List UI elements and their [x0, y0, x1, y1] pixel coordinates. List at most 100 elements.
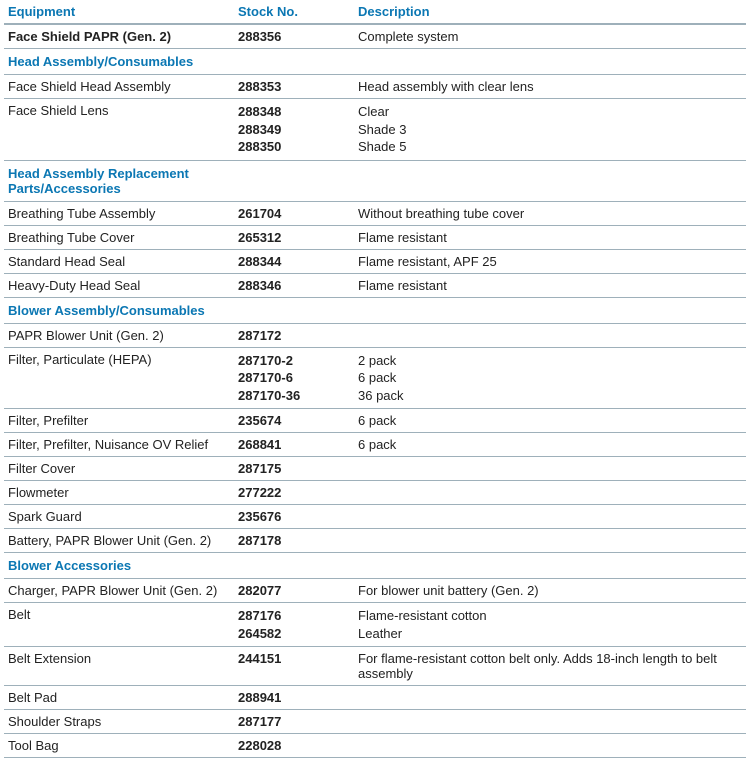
cell-equipment: Belt Pad: [4, 686, 234, 710]
cell-description: [354, 686, 746, 710]
table-row: Flowmeter277222: [4, 481, 746, 505]
cell-equipment: Heavy-Duty Head Seal: [4, 273, 234, 297]
cell-stock: 288353: [234, 75, 354, 99]
cell-equipment: Filter, Prefilter, Nuisance OV Relief: [4, 433, 234, 457]
table-row: Breathing Tube Cover265312Flame resistan…: [4, 225, 746, 249]
cell-stock: 287178: [234, 529, 354, 553]
table-row: Face Shield PAPR (Gen. 2)288356Complete …: [4, 24, 746, 49]
table-row: Filter, Prefilter, Nuisance OV Relief268…: [4, 433, 746, 457]
cell-equipment: Blower Accessories: [4, 553, 234, 579]
cell-description: [354, 457, 746, 481]
cell-stock: 287177: [234, 710, 354, 734]
cell-description: Flame resistant, APF 25: [354, 249, 746, 273]
cell-description: [354, 323, 746, 347]
table-header-row: Equipment Stock No. Description: [4, 0, 746, 24]
table-row: Charger, PAPR Blower Unit (Gen. 2)282077…: [4, 579, 746, 603]
cell-description: [354, 160, 746, 201]
cell-equipment: Flowmeter: [4, 481, 234, 505]
cell-equipment: Face Shield Lens: [4, 99, 234, 161]
cell-equipment: Breathing Tube Assembly: [4, 201, 234, 225]
cell-equipment: Filter Cover: [4, 457, 234, 481]
cell-stock: [234, 160, 354, 201]
cell-stock: 268841: [234, 433, 354, 457]
cell-description: [354, 49, 746, 75]
cell-stock: 287176264582: [234, 603, 354, 647]
cell-equipment: Face Shield PAPR (Gen. 2): [4, 24, 234, 49]
cell-stock: 277222: [234, 481, 354, 505]
cell-description: Without breathing tube cover: [354, 201, 746, 225]
equipment-table: Equipment Stock No. Description Face Shi…: [4, 0, 746, 758]
cell-stock: 282077: [234, 579, 354, 603]
table-row: Belt Extension244151For flame-resistant …: [4, 647, 746, 686]
cell-description: [354, 505, 746, 529]
section-row: Blower Assembly/Consumables: [4, 297, 746, 323]
cell-equipment: Spark Guard: [4, 505, 234, 529]
cell-stock: 261704: [234, 201, 354, 225]
cell-equipment: Shoulder Straps: [4, 710, 234, 734]
cell-stock: 235674: [234, 409, 354, 433]
cell-stock: 288346: [234, 273, 354, 297]
table-row: Face Shield Lens288348288349288350ClearS…: [4, 99, 746, 161]
table-row: Heavy-Duty Head Seal288346Flame resistan…: [4, 273, 746, 297]
cell-description: [354, 734, 746, 758]
table-row: Filter Cover287175: [4, 457, 746, 481]
table-row: Spark Guard235676: [4, 505, 746, 529]
cell-equipment: Head Assembly/Consumables: [4, 49, 234, 75]
cell-stock: 228028: [234, 734, 354, 758]
equipment-table-container: Equipment Stock No. Description Face Shi…: [0, 0, 750, 758]
cell-description: 2 pack6 pack36 pack: [354, 347, 746, 409]
col-equipment: Equipment: [4, 0, 234, 24]
cell-stock: 287172: [234, 323, 354, 347]
cell-equipment: Belt: [4, 603, 234, 647]
col-description: Description: [354, 0, 746, 24]
cell-description: Flame resistant: [354, 225, 746, 249]
cell-equipment: PAPR Blower Unit (Gen. 2): [4, 323, 234, 347]
cell-equipment: Breathing Tube Cover: [4, 225, 234, 249]
section-row: Head Assembly/Consumables: [4, 49, 746, 75]
cell-equipment: Belt Extension: [4, 647, 234, 686]
table-row: Face Shield Head Assembly288353Head asse…: [4, 75, 746, 99]
cell-equipment: Head Assembly Replacement Parts/Accessor…: [4, 160, 234, 201]
table-row: Filter, Particulate (HEPA)287170-2287170…: [4, 347, 746, 409]
cell-equipment: Blower Assembly/Consumables: [4, 297, 234, 323]
table-row: Belt Pad288941: [4, 686, 746, 710]
cell-description: Flame-resistant cottonLeather: [354, 603, 746, 647]
table-row: Battery, PAPR Blower Unit (Gen. 2)287178: [4, 529, 746, 553]
cell-description: 6 pack: [354, 409, 746, 433]
cell-description: [354, 710, 746, 734]
cell-stock: 288348288349288350: [234, 99, 354, 161]
table-row: Shoulder Straps287177: [4, 710, 746, 734]
cell-equipment: Charger, PAPR Blower Unit (Gen. 2): [4, 579, 234, 603]
cell-description: 6 pack: [354, 433, 746, 457]
cell-stock: 287170-2287170-6287170-36: [234, 347, 354, 409]
cell-stock: [234, 297, 354, 323]
cell-stock: [234, 553, 354, 579]
cell-description: [354, 529, 746, 553]
table-row: Breathing Tube Assembly261704Without bre…: [4, 201, 746, 225]
section-row: Head Assembly Replacement Parts/Accessor…: [4, 160, 746, 201]
table-row: PAPR Blower Unit (Gen. 2)287172: [4, 323, 746, 347]
cell-description: For blower unit battery (Gen. 2): [354, 579, 746, 603]
cell-stock: 288356: [234, 24, 354, 49]
cell-description: Flame resistant: [354, 273, 746, 297]
section-row: Blower Accessories: [4, 553, 746, 579]
cell-equipment: Tool Bag: [4, 734, 234, 758]
cell-description: Complete system: [354, 24, 746, 49]
table-row: Tool Bag228028: [4, 734, 746, 758]
cell-equipment: Filter, Particulate (HEPA): [4, 347, 234, 409]
cell-equipment: Battery, PAPR Blower Unit (Gen. 2): [4, 529, 234, 553]
cell-equipment: Filter, Prefilter: [4, 409, 234, 433]
cell-equipment: Face Shield Head Assembly: [4, 75, 234, 99]
cell-description: Head assembly with clear lens: [354, 75, 746, 99]
cell-equipment: Standard Head Seal: [4, 249, 234, 273]
cell-stock: [234, 49, 354, 75]
table-row: Standard Head Seal288344Flame resistant,…: [4, 249, 746, 273]
cell-description: ClearShade 3Shade 5: [354, 99, 746, 161]
cell-stock: 287175: [234, 457, 354, 481]
cell-stock: 244151: [234, 647, 354, 686]
cell-stock: 288344: [234, 249, 354, 273]
cell-description: [354, 297, 746, 323]
cell-description: [354, 553, 746, 579]
cell-stock: 265312: [234, 225, 354, 249]
cell-stock: 235676: [234, 505, 354, 529]
